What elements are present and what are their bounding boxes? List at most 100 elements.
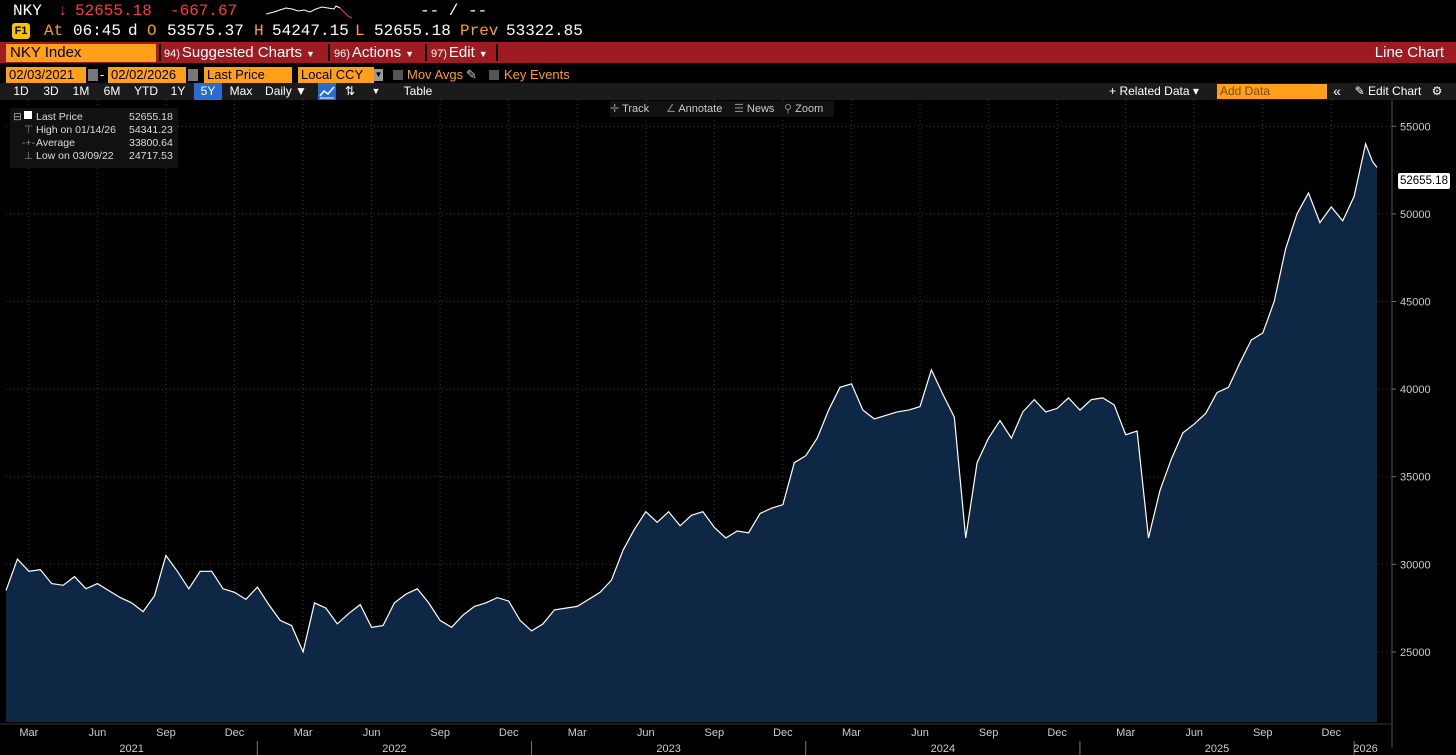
divider [496,44,498,61]
edit-chart-button[interactable]: ✎ Edit Chart [1354,84,1422,98]
currency-select[interactable]: Local CCY [298,67,374,83]
x-tick-label: Sep [156,727,176,739]
chevron-down-icon[interactable]: ▼ [374,69,383,81]
x-tick-label: Sep [430,727,450,739]
menu-label: Actions [351,44,402,61]
low-value: 52655.18 [374,22,451,40]
price-area [6,143,1377,723]
related-data-button[interactable]: + Related Data ▾ [1109,84,1199,98]
end-date-input[interactable]: 02/02/2026 [108,67,186,83]
collapse-legend-icon[interactable]: ⊟ [13,111,22,123]
table-button[interactable]: Table [403,84,433,98]
last-price-label: 52655.18 [1398,173,1450,189]
chevron-down-icon: ▼ [405,49,415,59]
field-select[interactable]: Last Price [204,67,292,83]
news-tool[interactable]: ☰ News [734,101,784,117]
year-label: 2022 [382,743,406,755]
y-axis: 25000 30000 35000 40000 45000 50000 55000 [1391,100,1431,748]
chart-type-title: Line Chart [1374,44,1444,61]
x-tick-label: Sep [705,727,725,739]
chevron-down-icon[interactable]: ▼ [371,86,381,96]
zoom-tool[interactable]: ⚲ Zoom [784,101,834,117]
legend-label: High on 01/14/26 [36,124,116,136]
chevron-down-icon: ▼ [305,49,315,59]
period-3d[interactable]: 3D [43,84,59,98]
legend-value: 52655.18 [129,111,173,123]
x-tick-label: Mar [1116,727,1135,739]
menu-label: Edit [448,44,475,61]
menu-number: 94) [164,48,180,60]
line-chart-icon[interactable] [318,83,336,100]
menu-label: Suggested Charts [181,44,302,61]
calendar-icon[interactable] [188,69,198,81]
news-label: News [746,103,775,115]
edit-menu[interactable]: 97) Edit ▼ [431,42,488,63]
year-label: 2024 [931,743,955,755]
period-bar: 1D 3D 1M 6M YTD 1Y 5Y Max Daily ▼ ⇅ ▼ Ta… [0,83,1456,100]
security-field[interactable]: NKY Index [6,44,156,62]
calendar-icon[interactable] [88,69,98,81]
low-label: L [355,22,365,40]
function-icon[interactable]: F1 [12,23,30,39]
menu-number: 96) [334,48,350,60]
legend-value: 33800.64 [129,137,173,149]
key-events-checkbox[interactable] [489,70,499,80]
period-6m[interactable]: 6M [103,84,121,98]
chevron-down-icon: ▼ [478,49,488,59]
x-axis: Mar Jun Sep Dec Mar Jun Sep Dec Mar Jun Sep Dec Mar J… [0,723,1392,755]
year-label: 2025 [1205,743,1229,755]
quote-d: d [128,22,138,40]
x-tick-label: Jun [637,727,655,739]
x-tick-label: Dec [225,727,245,739]
high-label: H [254,22,264,40]
period-5y[interactable]: 5Y [194,83,222,100]
start-date-input[interactable]: 02/03/2021 [6,67,86,83]
x-tick-label: Mar [842,727,861,739]
date-range-bar: 02/03/2021 - 02/02/2026 Last Price Local… [0,66,1456,84]
open-value: 53575.37 [167,22,244,40]
bar-chart-icon[interactable]: ⇅ [344,84,356,98]
year-label: 2023 [656,743,680,755]
collapse-icon[interactable]: « [1333,83,1341,99]
divider [425,44,427,61]
x-tick-label: Jun [1185,727,1203,739]
pencil-icon: ∠ [666,103,679,115]
date-dash: - [100,67,105,82]
actions-menu[interactable]: 96) Actions ▼ [334,42,414,63]
annotate-tool[interactable]: ∠ Annotate [666,101,734,117]
mov-avgs-label: Mov Avgs [407,67,464,82]
ticker-symbol: NKY [13,2,42,20]
period-ytd[interactable]: YTD [134,84,158,98]
sparkline [266,5,352,19]
pencil-icon[interactable]: ✎ [466,67,477,82]
bid-ask: -- / -- [420,2,488,20]
track-tool[interactable]: ✛ Track [610,101,666,117]
x-tick-label: Dec [499,727,519,739]
x-tick-label: Sep [979,727,999,739]
series-color-swatch [24,111,32,119]
legend-value: 54341.23 [129,124,173,136]
period-1d[interactable]: 1D [13,84,29,98]
quote-line-2: At 06:45 d O 53575.37 H 54247.15 L 52655… [0,21,1456,42]
x-tick-label: Mar [19,727,38,739]
gear-icon[interactable]: ⚙ [1431,84,1443,98]
zoom-icon: ⚲ [784,103,796,115]
news-icon: ☰ [734,103,747,115]
price-chart[interactable]: 25000 30000 35000 40000 45000 50000 55000 Mar J… [0,100,1456,755]
open-label: O [147,22,157,40]
last-price: 52655.18 [75,2,152,20]
mov-avgs-checkbox[interactable] [393,70,403,80]
y-tick-label: 45000 [1400,296,1431,308]
x-tick-label: Jun [89,727,107,739]
track-label: Track [622,103,650,115]
high-value: 54247.15 [272,22,349,40]
suggested-charts-menu[interactable]: 94) Suggested Charts ▼ [164,42,315,63]
period-1y[interactable]: 1Y [170,84,186,98]
period-max[interactable]: Max [229,84,253,98]
add-data-input[interactable]: Add Data [1217,84,1327,99]
down-arrow-icon: ↓ [58,2,68,20]
frequency-select[interactable]: Daily ▼ [265,84,307,98]
period-1m[interactable]: 1M [72,84,90,98]
legend-value: 24717.53 [129,150,173,162]
price-change: -667.67 [170,2,238,20]
